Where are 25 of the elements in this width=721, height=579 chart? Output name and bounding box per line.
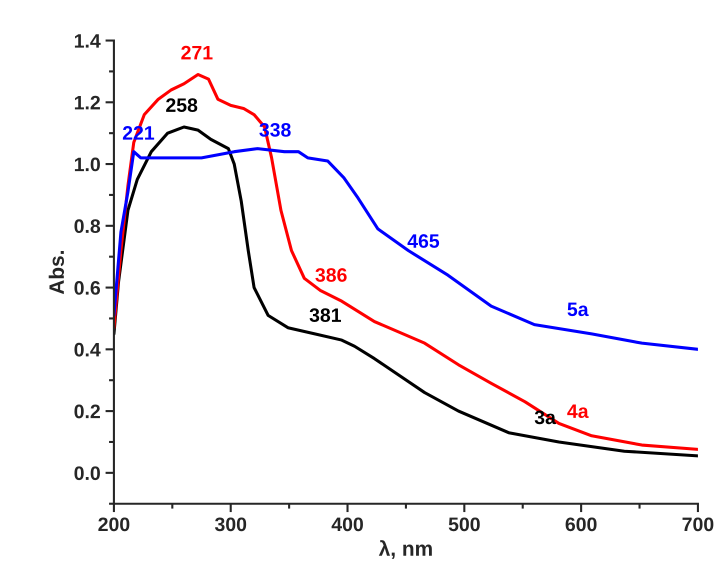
x-tick-label: 300 xyxy=(214,517,246,532)
series-label: 4a xyxy=(567,404,589,418)
annotation: 381 xyxy=(310,308,342,322)
annotation: 271 xyxy=(181,46,213,60)
x-tick-label: 600 xyxy=(566,517,597,532)
y-tick-label: 1.0 xyxy=(74,158,100,172)
x-tick-label: 200 xyxy=(98,517,130,532)
line-series xyxy=(114,147,698,351)
line-series xyxy=(114,125,698,458)
annotation: 465 xyxy=(408,234,440,248)
series-label: 5a xyxy=(568,302,589,316)
y-axis-title: Abs. xyxy=(48,250,64,294)
y-tick-label: 1.2 xyxy=(74,96,100,110)
y-tick-label: 0.0 xyxy=(74,466,100,480)
y-tick-label: 0.8 xyxy=(74,219,100,234)
y-tick-label: 1.4 xyxy=(74,34,101,48)
y-tick-label: 0.2 xyxy=(74,404,100,418)
y-tick-label: 0.6 xyxy=(74,281,100,295)
x-axis-title: λ, nm xyxy=(378,540,432,559)
y-tick-label: 0.4 xyxy=(74,342,101,357)
annotation: 386 xyxy=(315,268,347,282)
annotation: 258 xyxy=(166,98,198,112)
x-tick-label: 700 xyxy=(682,517,714,532)
x-tick-label: 400 xyxy=(332,517,363,532)
x-tick-label: 500 xyxy=(448,517,480,532)
